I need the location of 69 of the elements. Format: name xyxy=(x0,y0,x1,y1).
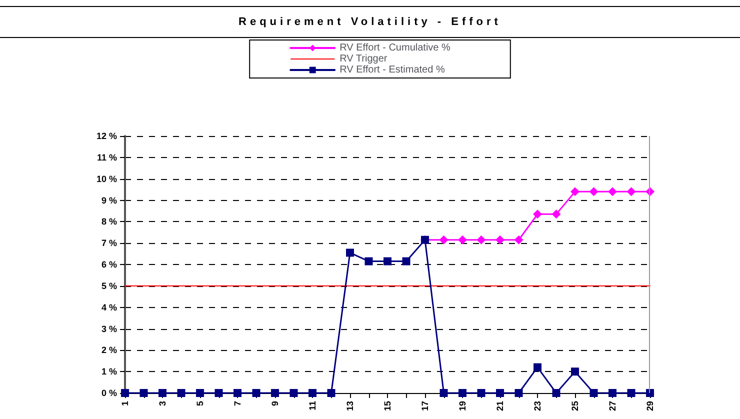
point xyxy=(589,187,598,196)
point xyxy=(439,235,448,244)
y-tick-label: 2 % xyxy=(101,345,117,356)
x-tick-label: 27 xyxy=(608,401,618,412)
point xyxy=(196,389,204,397)
y-tick-label: 3 % xyxy=(101,324,117,334)
x-tick-label: 15 xyxy=(382,401,392,412)
point xyxy=(476,235,486,244)
x-tick-label: 9 xyxy=(270,401,280,406)
x-tick-label: 17 xyxy=(420,401,430,412)
point xyxy=(308,389,316,397)
point xyxy=(514,235,524,244)
y-tick-label: 4 % xyxy=(101,302,117,312)
point xyxy=(626,187,636,196)
point xyxy=(608,187,617,196)
point xyxy=(590,389,598,397)
point xyxy=(627,389,636,397)
point xyxy=(496,235,504,244)
point xyxy=(496,389,504,397)
x-tick-label: 19 xyxy=(458,401,468,412)
x-tick-label: 1 xyxy=(120,401,130,406)
y-tick-label: 7 % xyxy=(101,238,117,248)
point xyxy=(214,389,223,397)
point xyxy=(608,389,616,397)
y-tick-label: 0 % xyxy=(101,388,117,398)
point xyxy=(271,389,279,397)
legend-label: RV Effort - Cumulative % xyxy=(340,42,450,54)
x-tick-label: 3 xyxy=(158,401,168,406)
point xyxy=(364,257,373,266)
y-tick-label: 10 % xyxy=(96,174,117,184)
point xyxy=(570,187,580,196)
y-tick-label: 9 % xyxy=(101,195,117,206)
point xyxy=(477,389,486,397)
y-tick-label: 11 % xyxy=(96,152,117,162)
y-tick-label: 8 % xyxy=(101,216,117,227)
point xyxy=(234,389,242,397)
chart-title: Requirement Volatility - Effort xyxy=(0,6,740,38)
point xyxy=(402,257,410,266)
point xyxy=(290,389,298,397)
point xyxy=(458,235,467,244)
point xyxy=(384,257,392,266)
point xyxy=(458,389,466,397)
legend-label: RV Trigger xyxy=(340,54,388,64)
y-tick-label: 1 % xyxy=(101,366,117,377)
point xyxy=(177,389,186,397)
point xyxy=(571,368,579,376)
point xyxy=(140,389,148,397)
point xyxy=(252,389,260,397)
y-tick-label: 6 % xyxy=(101,260,117,270)
x-tick-label: 23 xyxy=(532,401,542,412)
point xyxy=(346,248,354,257)
point xyxy=(533,210,542,219)
x-tick-label: 25 xyxy=(570,401,580,412)
x-tick-label: 21 xyxy=(495,401,505,412)
legend-label: RV Effort - Estimated % xyxy=(340,64,445,76)
point xyxy=(514,389,523,397)
y-tick-label: 12 % xyxy=(96,131,117,141)
point xyxy=(440,389,448,397)
x-tick-label: 5 xyxy=(195,401,205,406)
x-tick-label: 11 xyxy=(308,401,318,411)
point xyxy=(552,389,560,397)
x-tick-label: 7 xyxy=(232,401,242,406)
point xyxy=(552,210,561,219)
y-tick-label: 5 % xyxy=(101,280,117,291)
x-tick-label: 29 xyxy=(645,401,655,412)
x-tick-label: 13 xyxy=(345,401,355,412)
point xyxy=(327,389,336,397)
point xyxy=(158,389,166,397)
point xyxy=(534,363,542,372)
